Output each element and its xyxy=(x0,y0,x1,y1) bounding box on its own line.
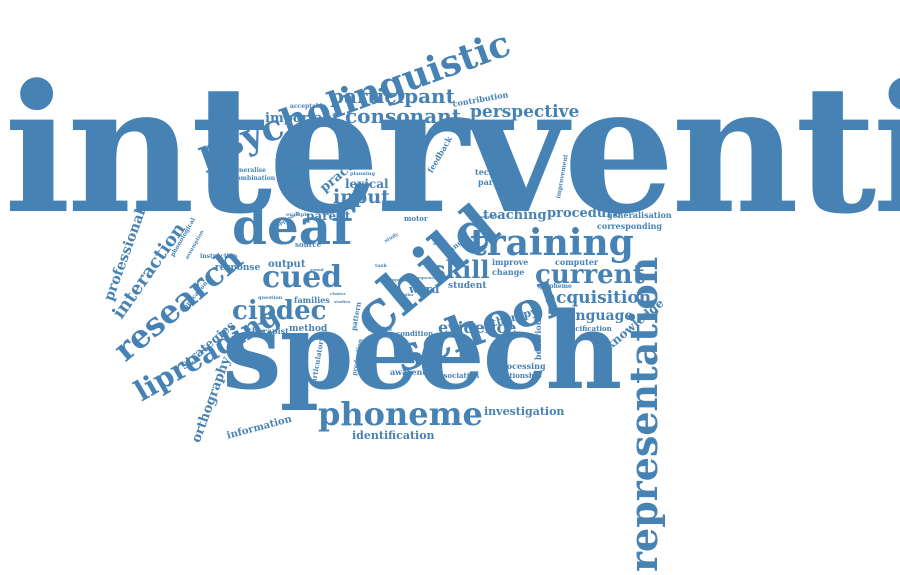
word-lexical: lexical xyxy=(345,177,389,191)
word-studies: studies xyxy=(334,299,351,304)
word-training: training xyxy=(470,222,634,264)
word-speech: speech xyxy=(222,288,622,413)
word-association: association xyxy=(435,371,480,380)
word-profiling: profiling xyxy=(368,326,393,332)
word-combination: combination xyxy=(233,175,276,182)
word-support: support xyxy=(387,277,405,282)
word-word: word xyxy=(409,283,440,296)
word-investigation: investigation xyxy=(484,405,565,418)
word-student: student xyxy=(448,281,487,291)
word-families: families xyxy=(294,295,330,305)
word-similar: similar xyxy=(398,292,414,297)
word-acquisition: acquisition xyxy=(545,288,652,308)
word-cipdec: cipdec xyxy=(232,296,327,326)
word-sound: sound xyxy=(310,267,324,272)
word-generalisation: generalisation xyxy=(607,210,672,220)
word-evidence: evidence xyxy=(438,318,517,337)
word-measured: measured xyxy=(478,214,500,219)
word-processing: processing xyxy=(497,361,546,371)
word-generalise: generalise xyxy=(231,167,266,174)
word-example: example xyxy=(286,212,310,218)
word-source: source xyxy=(295,240,322,249)
word-parent: parent xyxy=(306,209,351,223)
word-detail: detail xyxy=(428,264,441,269)
word-acceptable: acceptable xyxy=(290,103,327,110)
word-consonant: consonant xyxy=(345,104,461,128)
word-cluster: cluster xyxy=(330,291,346,296)
word-output: output xyxy=(268,259,306,270)
word-behaviour: behaviour xyxy=(533,315,543,360)
word-participant: participant xyxy=(330,84,455,108)
word-cued: cued xyxy=(262,260,343,295)
word-motor: motor xyxy=(404,214,428,223)
word-corresponding: corresponding xyxy=(597,221,663,231)
word-instruction: instruction xyxy=(200,253,238,260)
word-input: input xyxy=(333,186,390,208)
word-grapheme: grapheme xyxy=(538,283,572,290)
word-specification: specification xyxy=(562,324,612,333)
word-current: current xyxy=(535,260,645,290)
word-change: change xyxy=(492,267,525,277)
word-intervention: intervention xyxy=(4,46,900,253)
word-technique: technique xyxy=(475,167,520,177)
word-perspective: perspective xyxy=(470,102,580,122)
word-important: important xyxy=(265,111,339,126)
word-therapist: therapist xyxy=(248,326,289,336)
word-method: method xyxy=(289,324,328,334)
word-skill: skill xyxy=(432,255,490,284)
word-question: question xyxy=(258,295,283,301)
word-identification: identification xyxy=(352,429,435,442)
word-deaf: deaf xyxy=(232,197,353,256)
word-language: language xyxy=(561,308,634,324)
word-task: task xyxy=(375,263,387,269)
word-response: response xyxy=(215,263,261,273)
word-phoneme: phoneme xyxy=(318,395,483,433)
word-computer: computer xyxy=(555,257,599,267)
word-information: information xyxy=(225,413,294,442)
word-improve: improve xyxy=(492,257,529,267)
word-planning: planning xyxy=(350,171,375,177)
word-particular: particular xyxy=(478,177,523,187)
word-condition: condition xyxy=(396,329,434,338)
word-frequency: frequency xyxy=(414,275,437,280)
word-teaching: teaching xyxy=(483,208,547,223)
word-relationship: relationship xyxy=(494,371,542,380)
word-awareness: awareness xyxy=(390,367,437,377)
word-access: access xyxy=(433,241,448,246)
word-procedure: procedure xyxy=(547,206,622,221)
